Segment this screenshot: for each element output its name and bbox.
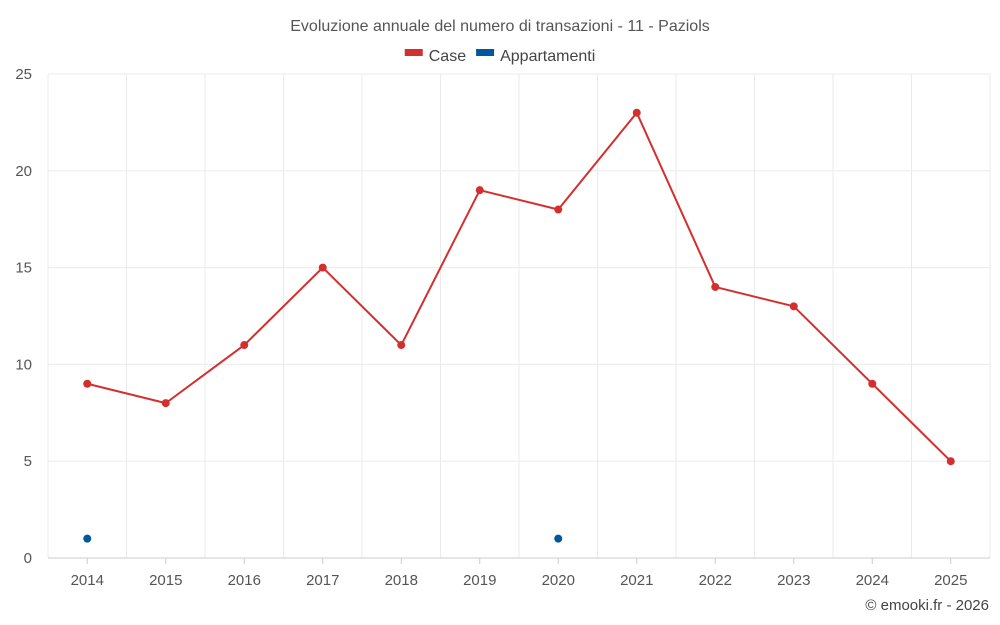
x-tick-label: 2016 (228, 572, 261, 589)
x-tick-label: 2020 (542, 572, 575, 589)
data-point (554, 534, 563, 543)
x-axis: 2014 2015 2016 2017 2018 2019 2020 2021 2022 2023… (71, 558, 967, 589)
x-tick-label: 2017 (306, 572, 339, 589)
x-tick-label: 2021 (620, 572, 653, 589)
legend-label: Appartamenti (500, 48, 595, 65)
legend-label: Case (429, 48, 466, 65)
data-point (946, 457, 955, 466)
credit-text: © emooki.fr - 2026 (865, 597, 989, 614)
y-tick-label: 5 (24, 453, 32, 470)
data-point (318, 263, 327, 272)
data-point (83, 534, 92, 543)
data-point (632, 108, 641, 117)
data-point (868, 379, 877, 388)
x-tick-label: 2015 (149, 572, 182, 589)
data-point (475, 186, 484, 195)
data-point (554, 205, 563, 214)
x-tick-label: 2019 (463, 572, 496, 589)
x-tick-label: 2018 (385, 572, 418, 589)
x-tick-label: 2024 (856, 572, 889, 589)
data-point (711, 282, 720, 291)
x-tick-label: 2014 (71, 572, 104, 589)
legend-swatch (404, 49, 423, 56)
series-layer (83, 108, 955, 543)
y-axis: 0 5 10 15 20 25 (15, 66, 32, 567)
legend: Case Appartamenti (404, 48, 595, 65)
y-tick-label: 10 (15, 356, 32, 373)
y-tick-label: 20 (15, 163, 32, 180)
x-tick-label: 2025 (934, 572, 967, 589)
data-point (161, 399, 170, 408)
legend-swatch (476, 49, 495, 56)
x-tick-label: 2022 (699, 572, 732, 589)
data-point (240, 341, 249, 350)
y-tick-label: 15 (15, 260, 32, 277)
y-tick-label: 0 (24, 550, 32, 567)
data-point (83, 379, 92, 388)
data-point (397, 341, 406, 350)
chart-title: Evoluzione annuale del numero di transaz… (290, 18, 710, 35)
series-line (87, 111, 952, 462)
y-tick-label: 25 (15, 66, 32, 83)
data-point (789, 302, 798, 311)
x-tick-label: 2023 (777, 572, 810, 589)
grid (47, 73, 991, 559)
